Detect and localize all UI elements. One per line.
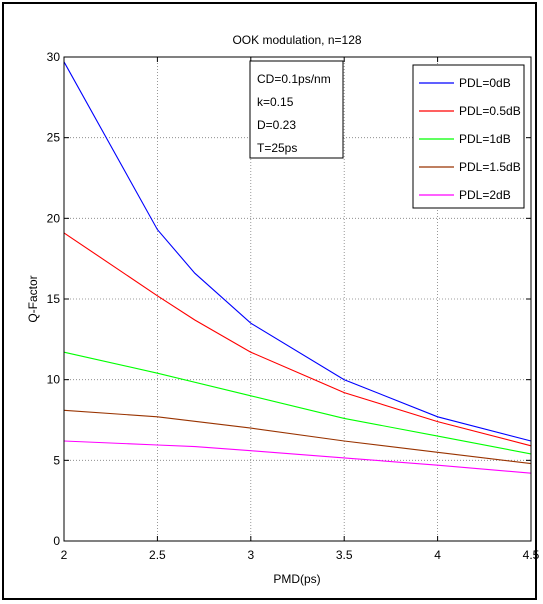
legend-label: PDL=0.5dB [459, 104, 521, 118]
chart-title: OOK modulation, n=128 [232, 33, 361, 47]
legend-label: PDL=1.5dB [459, 160, 521, 174]
annotation-t: T=25ps [257, 141, 297, 155]
annotation-k: k=0.15 [257, 95, 294, 109]
legend-label: PDL=0dB [459, 76, 511, 90]
y-tick-label: 25 [47, 131, 61, 145]
y-tick-label: 30 [47, 50, 61, 64]
legend-label: PDL=2dB [459, 188, 511, 202]
axis-ticks: 2 2.5 3 3.5 4 4.5 0 5 10 15 20 25 30 [47, 50, 540, 562]
series-line [63, 61, 532, 442]
x-tick-label: 3.5 [336, 548, 353, 562]
y-tick-label: 5 [53, 453, 60, 467]
y-tick-label: 0 [53, 534, 60, 548]
x-tick-label: 2.5 [149, 548, 166, 562]
x-tick-label: 2 [61, 548, 68, 562]
series-line [63, 409, 532, 465]
legend-box [412, 64, 525, 209]
y-tick-label: 20 [47, 211, 61, 225]
x-axis-label: PMD(ps) [273, 572, 320, 586]
x-tick-label: 4.5 [523, 548, 540, 562]
x-tick-label: 4 [434, 548, 441, 562]
y-tick-label: 15 [47, 292, 61, 306]
series-layer [63, 61, 532, 474]
legend: PDL=0dB PDL=0.5dB PDL=1dB PDL=1.5dB PDL=2dB [412, 64, 525, 209]
series-line [63, 232, 532, 447]
series-line [63, 440, 532, 474]
annotation-box: CD=0.1ps/nm k=0.15 D=0.23 T=25ps [249, 60, 344, 159]
legend-label: PDL=1dB [459, 132, 511, 146]
x-tick-label: 3 [247, 548, 254, 562]
annotation-d: D=0.23 [257, 118, 296, 132]
series-line [63, 351, 532, 455]
annotation-cd: CD=0.1ps/nm [257, 72, 331, 86]
y-axis-label: Q-Factor [26, 275, 40, 322]
y-tick-label: 10 [47, 373, 61, 387]
annotation-box-border [249, 60, 344, 159]
